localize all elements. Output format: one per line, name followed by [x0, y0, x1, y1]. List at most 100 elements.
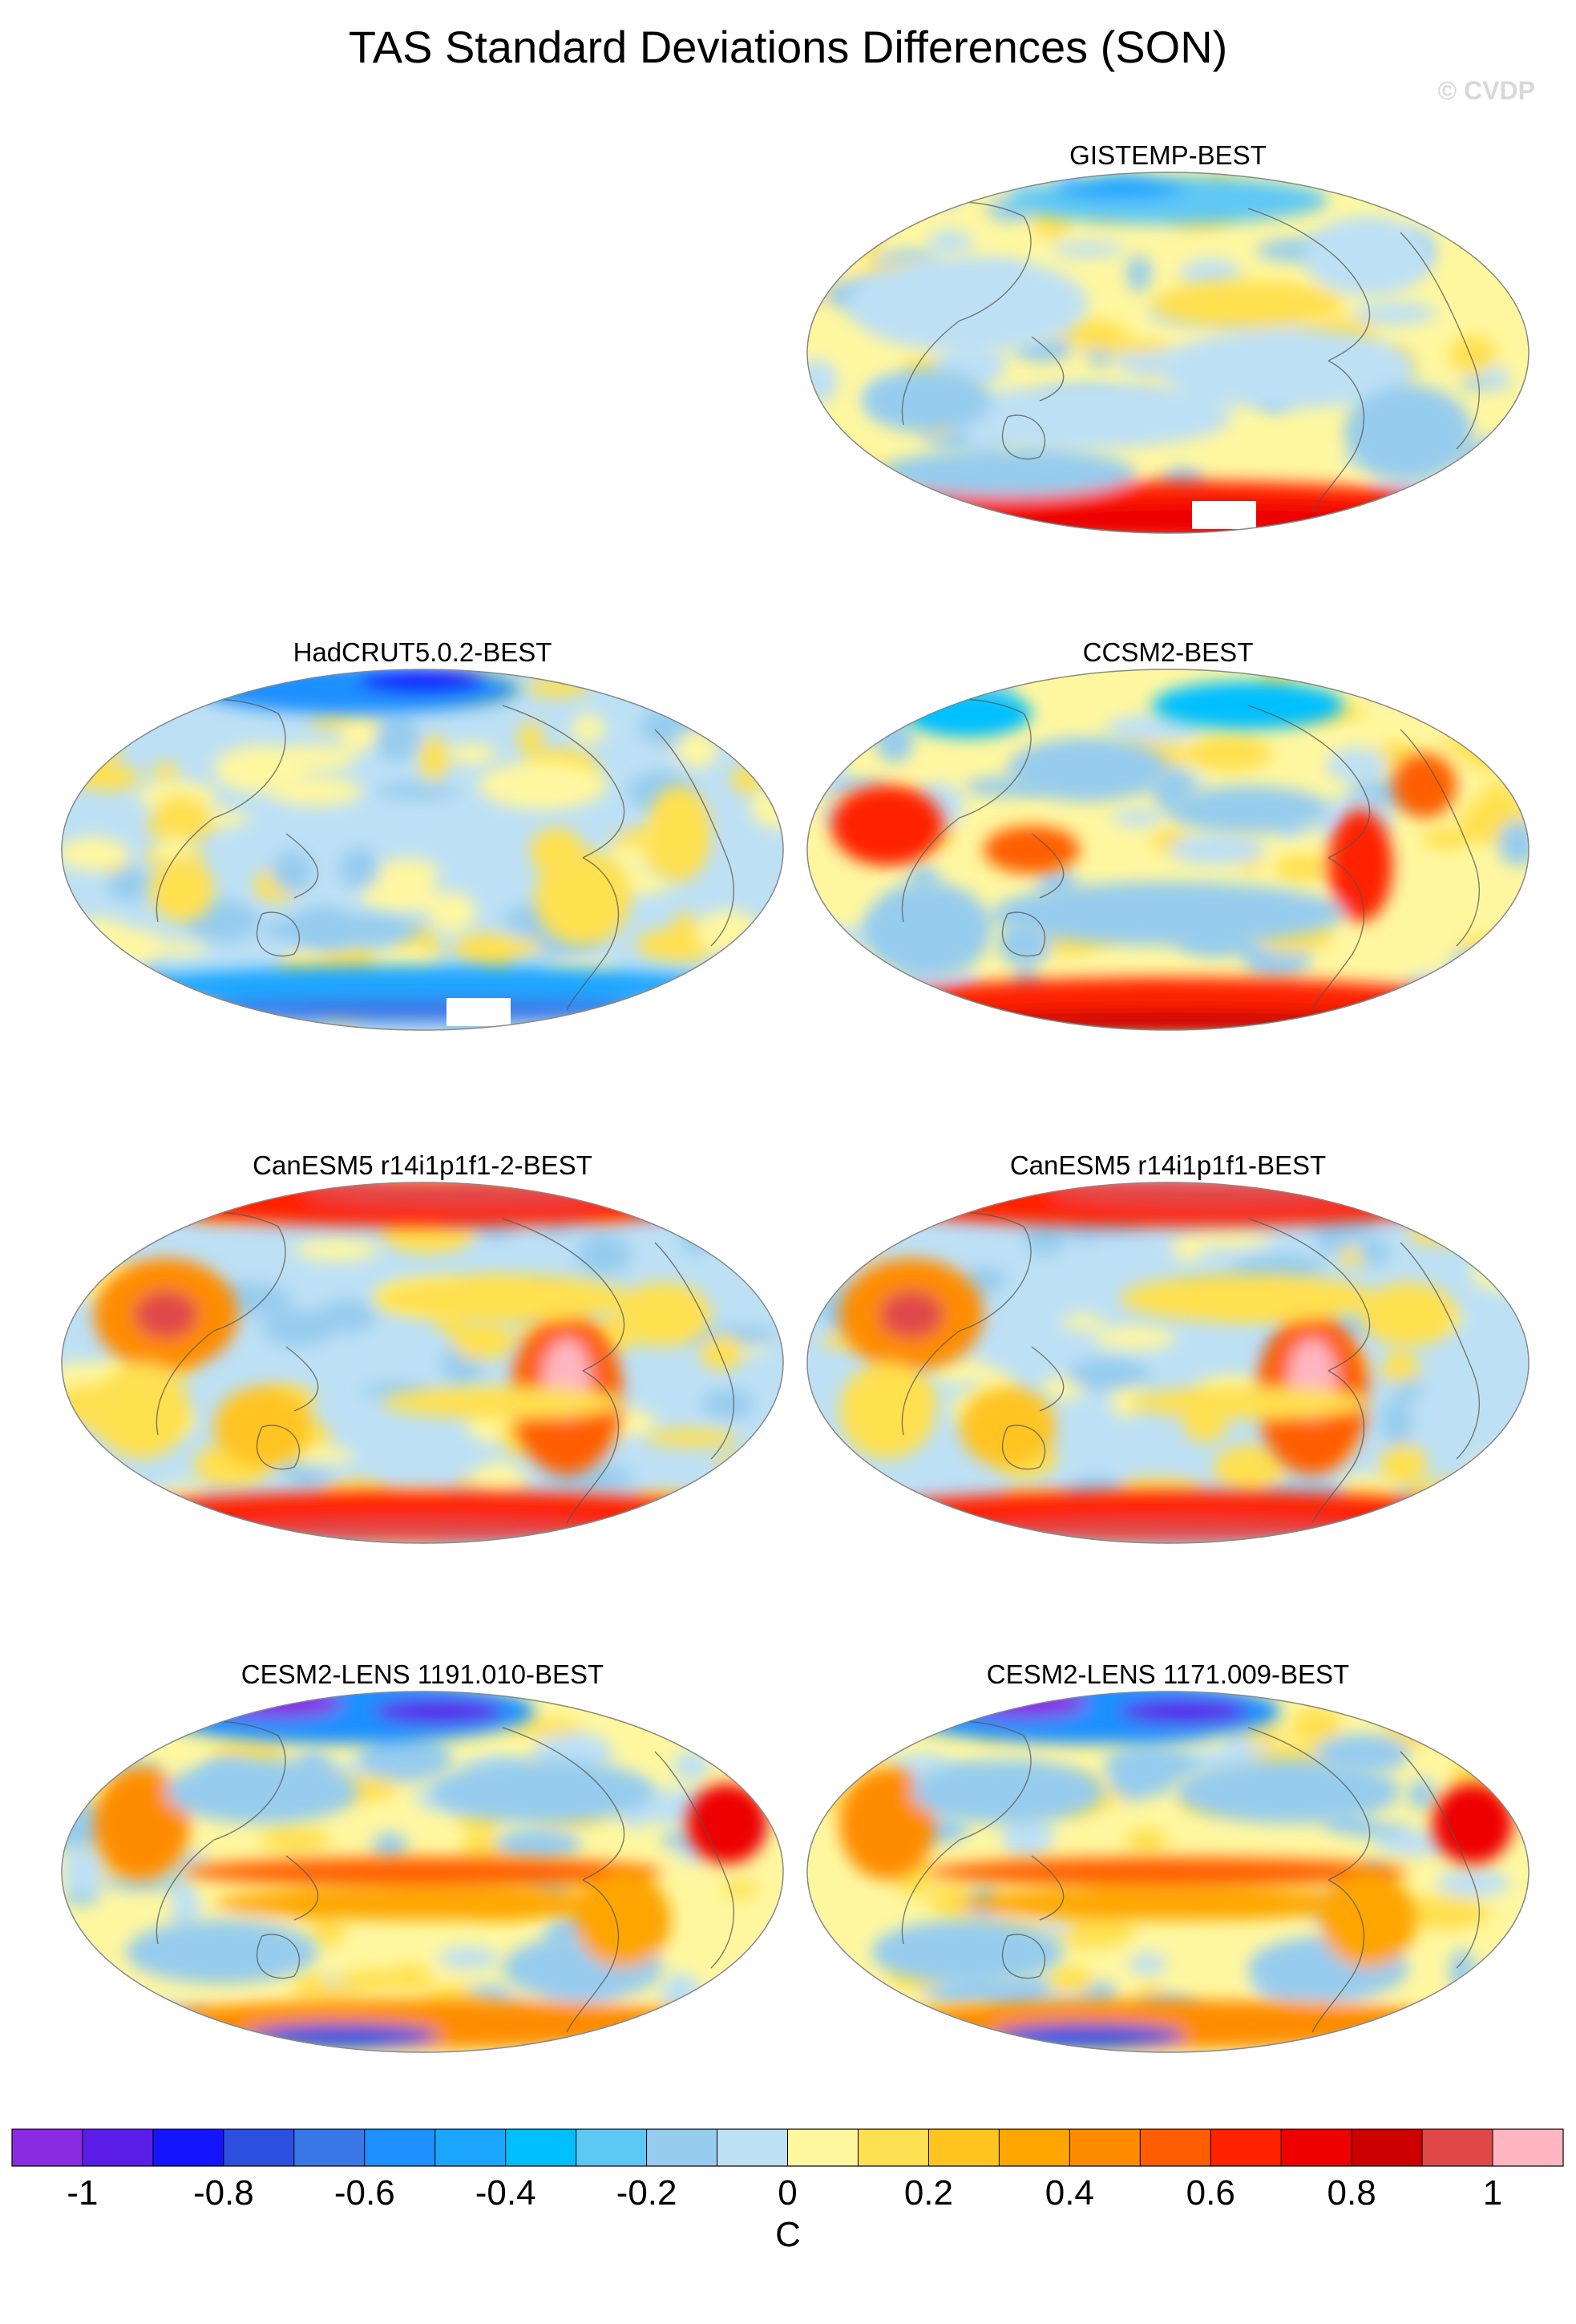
map-anomaly [1360, 1283, 1457, 1347]
coastline [566, 857, 620, 1011]
map-anomaly [615, 1283, 711, 1347]
map-patch [1358, 1238, 1391, 1266]
coastline [1247, 1727, 1371, 1881]
map-patch [1381, 1398, 1412, 1447]
coastline [285, 833, 319, 899]
map-anomaly [911, 1760, 1104, 1824]
map-anomaly [535, 850, 631, 946]
map-patch [476, 1225, 515, 1239]
colorbar-swatch [434, 2129, 507, 2166]
map-patch [964, 1267, 1007, 1292]
map-anomaly [134, 1291, 198, 1339]
map-panel: CESM2-LENS 1191.010-BEST [61, 1659, 784, 2053]
coastline [1031, 833, 1065, 899]
map-anomaly [1056, 177, 1184, 200]
map-patch [1424, 669, 1461, 704]
coastline [1031, 336, 1065, 402]
map-anomaly [374, 1275, 631, 1323]
map-anomaly [839, 1363, 935, 1459]
map-patch [62, 837, 129, 871]
map-patch [92, 1005, 177, 1019]
map-patch [830, 457, 887, 500]
map-anomaly [1344, 385, 1473, 481]
colorbar-swatch [858, 2129, 929, 2166]
map-anomaly [222, 1519, 623, 1543]
map-anomaly [94, 1768, 190, 1880]
map-patch [813, 200, 852, 226]
map-patch [818, 692, 862, 711]
map-field [62, 669, 783, 1030]
map-anomaly [1304, 216, 1433, 297]
colorbar-swatch [12, 2129, 83, 2166]
colorbar-swatch [928, 2129, 1000, 2166]
coastline [1400, 1242, 1480, 1460]
coastline [1031, 1346, 1065, 1412]
map-patch [1420, 828, 1474, 850]
map-patch [822, 1971, 869, 1998]
colorbar-tick-label: -0.8 [193, 2173, 254, 2213]
map-patch [1475, 989, 1529, 1019]
map-patch [62, 1857, 103, 1898]
map-patch [731, 765, 764, 794]
map-patch [65, 1528, 120, 1543]
map-patch [1352, 301, 1437, 325]
map-patch [338, 847, 380, 889]
map-patch [1128, 1952, 1167, 1975]
map-anomaly [1008, 738, 1168, 802]
map-anomaly [879, 449, 1136, 497]
map-patch [846, 513, 940, 533]
map-border [61, 1182, 784, 1544]
coastline [654, 729, 734, 947]
map-patch [1325, 748, 1388, 783]
map-patch [116, 2005, 212, 2022]
colorbar-tick-label: 0 [778, 2173, 797, 2213]
map-patch [701, 1389, 754, 1420]
map-patch [1478, 784, 1517, 806]
map-patch [1376, 1831, 1452, 1857]
map-anomaly [94, 1363, 190, 1459]
map-patch [1105, 715, 1202, 742]
map-anomaly [863, 369, 992, 433]
map-patch [1482, 675, 1529, 690]
map-patch [544, 1222, 572, 1235]
map-patch [672, 911, 697, 959]
coastline [502, 1727, 625, 1881]
map-anomaly [960, 1691, 1088, 1718]
map-panel: CCSM2-BEST [806, 637, 1530, 1031]
map-patch [572, 713, 605, 744]
map-anomaly [1152, 281, 1344, 329]
map-patch [1436, 1869, 1510, 1898]
map-patch [518, 721, 543, 757]
map-field [62, 1691, 783, 2052]
map-patch [495, 1828, 581, 1861]
map-patch [1468, 1232, 1521, 1251]
map-anomaly [1120, 1700, 1248, 1724]
map-anomaly [214, 1691, 342, 1718]
colorbar-tick-label: 0.8 [1327, 2173, 1376, 2213]
coastline [1247, 208, 1371, 362]
map-patch [1377, 1363, 1422, 1382]
map-patch [1497, 1510, 1529, 1543]
map-panel: CanESM5 r14i1p1f1-BEST [806, 1150, 1530, 1544]
map-patch [725, 1691, 783, 1707]
map-patch [1395, 1896, 1490, 1930]
coastline [1002, 1934, 1045, 1979]
colorbar-swatch [1140, 2129, 1211, 2166]
map-patch [1407, 1691, 1487, 1719]
map-anomaly [430, 1760, 655, 1824]
map-patch [660, 1832, 694, 1849]
map-patch [838, 1698, 889, 1729]
map-anomaly [575, 1872, 671, 1968]
coastline [285, 1855, 319, 1921]
map-anomaly [1392, 754, 1457, 818]
map-border [806, 172, 1530, 534]
map-border [61, 669, 784, 1031]
map-patch [813, 758, 848, 790]
map-anomaly [182, 998, 663, 1022]
map-anomaly [647, 786, 711, 882]
map-patch [1181, 1229, 1274, 1248]
missing-data [447, 998, 511, 1026]
coastline [1311, 1879, 1365, 2033]
map-field [807, 669, 1529, 1030]
panel-title: CESM2-LENS 1171.009-BEST [987, 1659, 1349, 1689]
